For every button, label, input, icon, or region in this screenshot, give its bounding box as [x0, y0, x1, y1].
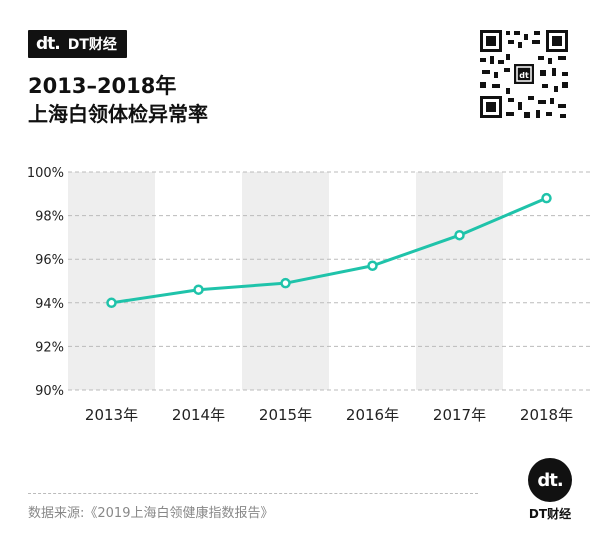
- year-band: [68, 172, 155, 390]
- data-point: [454, 229, 465, 241]
- brand-mark-circle: dt.: [528, 458, 572, 502]
- qr-code-image: dt: [478, 28, 570, 120]
- corner-brand-name: DT财经: [528, 507, 572, 521]
- data-point: [541, 192, 552, 204]
- x-tick-label: 2017年: [433, 406, 486, 424]
- series-line: [111, 196, 548, 305]
- x-tick-label: 2018年: [520, 406, 573, 424]
- chart-title: 2013–2018年 上海白领体检异常率: [28, 72, 208, 128]
- brand-name: DT财经: [67, 37, 117, 53]
- y-tick-label: 90%: [35, 384, 64, 399]
- data-points: [106, 192, 552, 309]
- y-tick-label: 94%: [35, 297, 64, 312]
- data-point: [106, 297, 117, 309]
- x-tick-label: 2013年: [85, 406, 138, 424]
- x-axis-tick-labels: 2013年 2014年 2015年 2016年 2017年 2018年: [85, 406, 573, 424]
- brand-logo-badge: dt. DT财经: [28, 30, 127, 58]
- brand-mark: dt.: [36, 34, 61, 54]
- title-line-1: 2013–2018年: [28, 74, 177, 98]
- alternating-year-bands: [68, 172, 503, 390]
- year-band: [416, 172, 503, 390]
- y-tick-label: 92%: [35, 340, 64, 355]
- y-tick-label: 98%: [35, 210, 64, 225]
- y-tick-label: 96%: [35, 253, 64, 268]
- line-chart: 90% 92% 94% 96% 98% 100% 2013年 2014年 2015年 2016年…: [27, 166, 590, 424]
- data-source-note: 数据来源:《2019上海白领健康指数报告》: [28, 506, 274, 521]
- data-point: [367, 260, 378, 271]
- data-point: [193, 284, 204, 295]
- corner-brand-logo: dt. DT财经: [524, 458, 576, 522]
- x-tick-label: 2015年: [259, 406, 312, 424]
- x-tick-label: 2016年: [346, 406, 399, 424]
- svg-text:dt: dt: [519, 71, 529, 80]
- title-line-2: 上海白领体检异常率: [28, 102, 208, 126]
- y-axis-tick-labels: 90% 92% 94% 96% 98% 100%: [27, 166, 64, 399]
- y-tick-label: 100%: [27, 166, 64, 181]
- source-divider: [28, 493, 478, 494]
- data-point: [280, 277, 291, 289]
- gridlines: [68, 171, 590, 391]
- x-tick-label: 2014年: [172, 406, 225, 424]
